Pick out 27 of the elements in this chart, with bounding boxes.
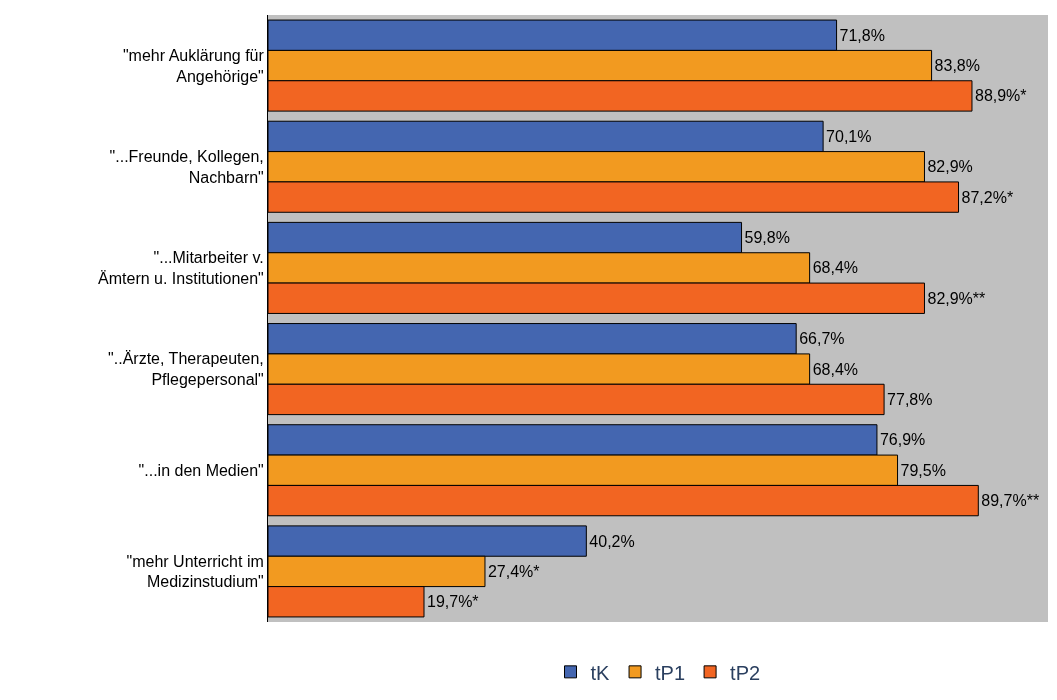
- y-tick-label: "mehr Unterricht im Medizinstudium": [126, 552, 264, 591]
- data-label: 59,8%: [744, 229, 790, 247]
- data-label: 19,7%*: [427, 593, 479, 611]
- data-label: 68,4%: [812, 360, 859, 378]
- data-label: 82,9%**: [927, 289, 986, 307]
- legend-label: tP1: [655, 661, 686, 684]
- data-label: 40,2%: [589, 532, 635, 550]
- legend-label: tP2: [730, 661, 761, 684]
- data-label: 88,9%*: [974, 87, 1027, 105]
- data-label: 27,4%*: [487, 562, 540, 580]
- data-label: 87,2%*: [961, 188, 1014, 206]
- data-label: 82,9%: [927, 158, 973, 176]
- data-label: 71,8%: [839, 26, 885, 44]
- data-label: 70,1%: [826, 127, 872, 145]
- data-label: 68,4%: [812, 259, 859, 277]
- data-label: 66,7%: [799, 330, 845, 348]
- data-label: 76,9%: [879, 431, 926, 449]
- data-label: 79,5%: [900, 461, 946, 479]
- data-label: 83,8%: [934, 57, 980, 75]
- y-tick-label: "...Freunde, Kollegen, Nachbarn": [109, 147, 264, 186]
- y-tick-label: "...in den Medien": [138, 461, 264, 479]
- data-label: 89,7%**: [981, 492, 1040, 510]
- y-tick-label: "..Ärzte, Therapeuten, Pflegepersonal": [108, 350, 264, 389]
- y-tick-label: "...Mitarbeiter v. Ämtern u. Institutionen": [98, 249, 264, 287]
- y-tick-label: "mehr Auklärung für Angehörige": [122, 46, 265, 85]
- data-label: 77,8%: [887, 390, 933, 408]
- legend-label: tK: [590, 661, 611, 684]
